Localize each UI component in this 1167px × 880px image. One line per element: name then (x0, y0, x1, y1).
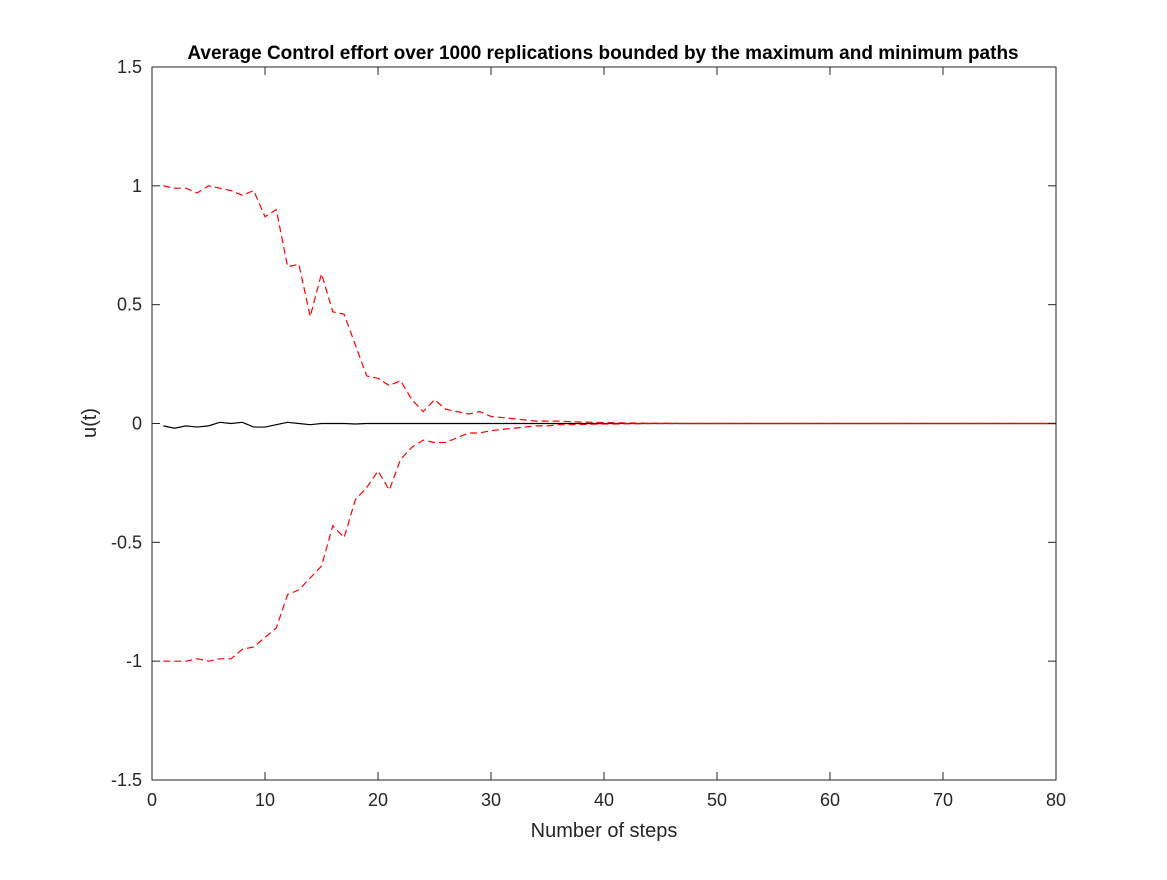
y-tick-label: 0.5 (117, 295, 142, 315)
series-line-2 (163, 185, 1056, 425)
x-tick-label: 20 (368, 790, 388, 810)
x-tick-label: 70 (933, 790, 953, 810)
axis-ticks: 0 10 20 30 40 50 60 70 80 -1.5 -1 -0.5 0 0.5 1 1.5 (111, 57, 1066, 810)
x-tick-label: 30 (481, 790, 501, 810)
plot-area (163, 185, 1056, 662)
x-tick-label: 50 (707, 790, 727, 810)
series-line-3 (163, 422, 1056, 662)
y-tick-label: -1.5 (111, 770, 142, 790)
y-tick-label: 0 (132, 414, 142, 434)
y-tick-label: 1 (132, 176, 142, 196)
x-tick-label: 0 (147, 790, 157, 810)
x-tick-label: 40 (594, 790, 614, 810)
x-tick-label: 10 (255, 790, 275, 810)
x-tick-label: 60 (820, 790, 840, 810)
y-tick-label: -0.5 (111, 532, 142, 552)
y-tick-label: 1.5 (117, 57, 142, 77)
x-axis-label: Number of steps (531, 820, 678, 842)
x-tick-label: 80 (1046, 790, 1066, 810)
y-axis-label: u(t) (79, 408, 101, 438)
chart-title: Average Control effort over 1000 replica… (187, 43, 1018, 64)
y-tick-label: -1 (126, 651, 142, 671)
